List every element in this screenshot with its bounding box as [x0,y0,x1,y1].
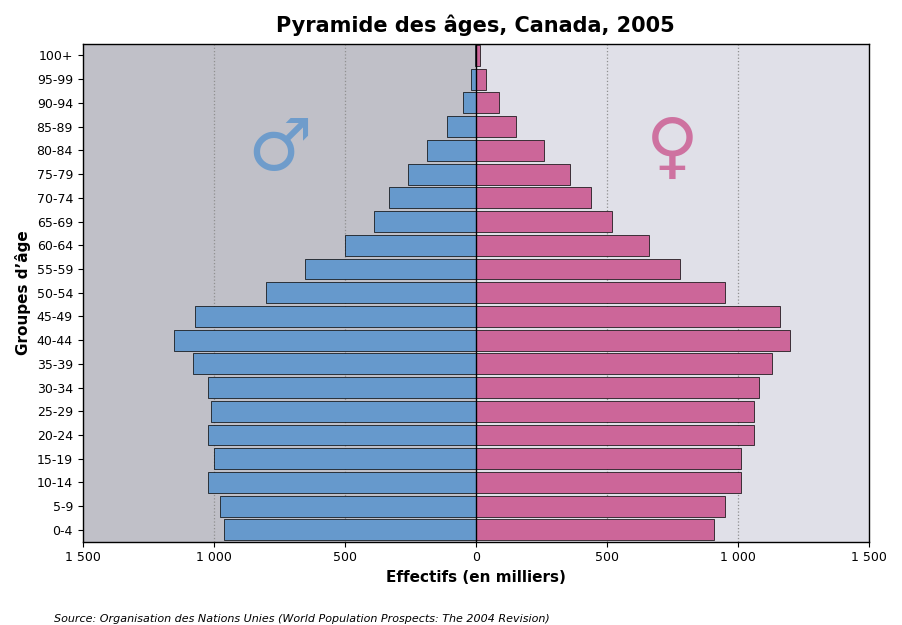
Text: ♀: ♀ [646,116,699,185]
Bar [476,377,759,398]
Bar [373,211,476,232]
Bar [208,472,476,493]
Bar [476,519,714,540]
Bar [476,424,754,446]
Bar [220,496,476,517]
Bar [306,259,476,279]
Bar [476,353,772,374]
Bar [345,235,476,256]
Bar [476,188,591,208]
Bar [174,329,476,351]
Bar [476,306,780,327]
Bar [476,448,741,469]
Bar [428,140,476,161]
Bar [211,401,476,422]
Bar [476,401,754,422]
Bar [476,69,486,89]
Text: Source: Organisation des Nations Unies (World Population Prospects: The 2004 Rev: Source: Organisation des Nations Unies (… [54,614,550,624]
Bar [193,353,476,374]
Bar [476,282,725,303]
Y-axis label: Groupes d’âge: Groupes d’âge [15,230,31,355]
Bar [476,496,725,517]
Bar [476,116,517,137]
Bar [474,45,476,66]
Bar [196,306,476,327]
Bar [476,259,680,279]
Bar [476,44,869,542]
Bar [225,519,476,540]
Bar [476,164,570,184]
Bar [447,116,476,137]
Bar [214,448,476,469]
Bar [476,235,649,256]
Bar [476,45,480,66]
Bar [476,140,544,161]
Bar [208,377,476,398]
X-axis label: Effectifs (en milliers): Effectifs (en milliers) [386,570,566,585]
Bar [408,164,476,184]
Bar [476,92,500,113]
Bar [390,188,476,208]
Bar [463,92,476,113]
Bar [471,69,476,89]
Title: Pyramide des âges, Canada, 2005: Pyramide des âges, Canada, 2005 [277,15,676,36]
Bar [476,329,790,351]
Bar [266,282,476,303]
Bar [208,424,476,446]
Text: ♂: ♂ [247,116,311,185]
Bar [476,211,612,232]
Bar [476,472,741,493]
Bar [83,44,476,542]
